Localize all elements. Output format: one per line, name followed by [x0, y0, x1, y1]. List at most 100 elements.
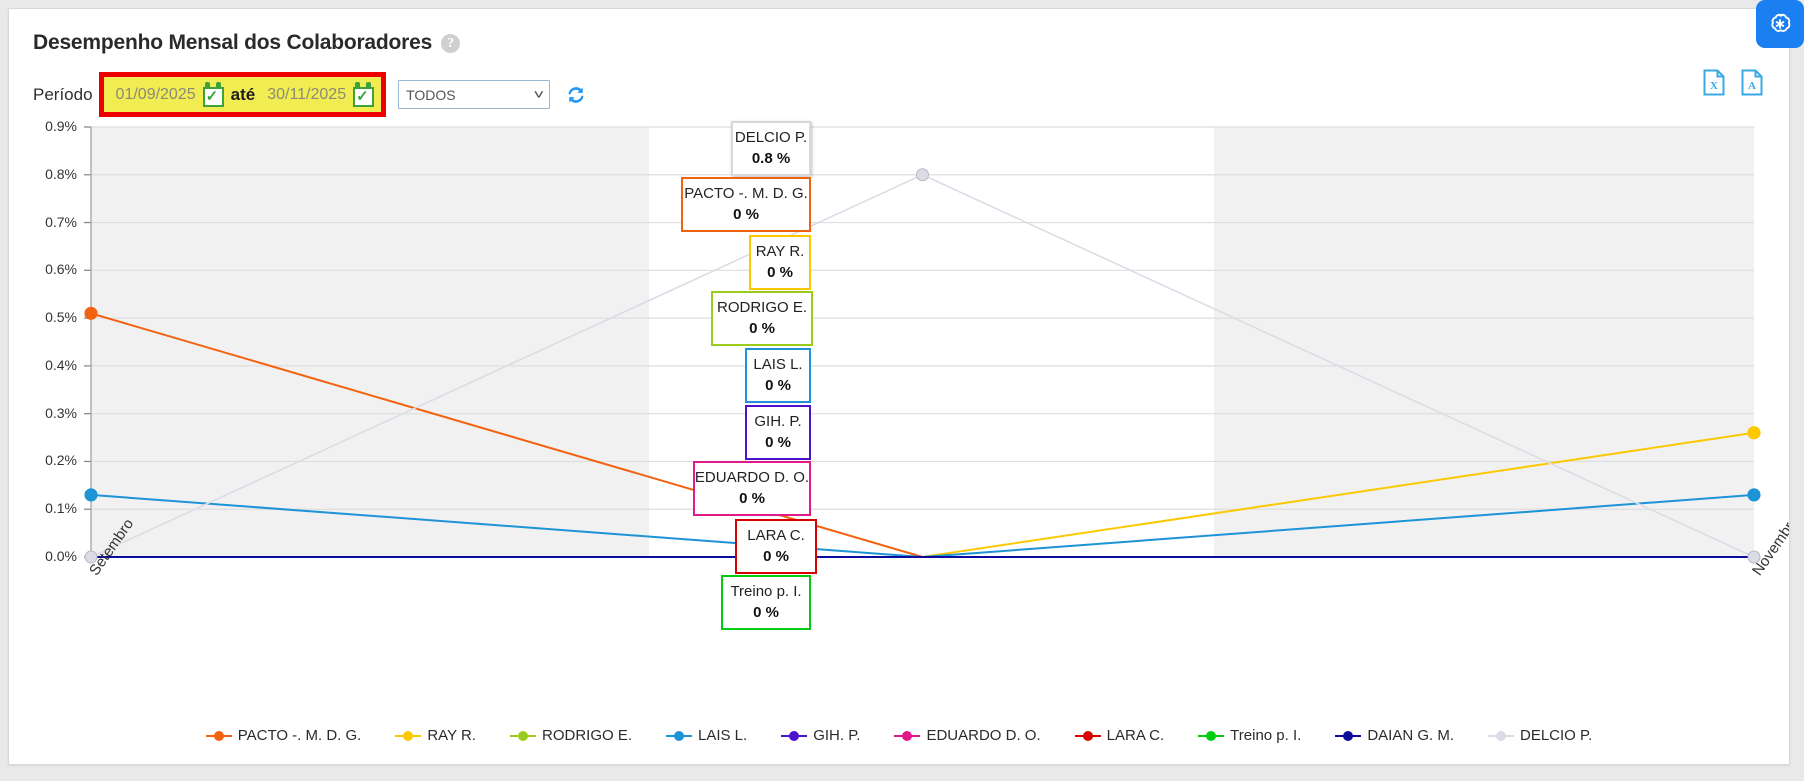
legend-label: RAY R. [427, 727, 476, 744]
legend-marker-icon [894, 730, 921, 742]
legend-label: Treino p. I. [1230, 727, 1302, 744]
legend-item[interactable]: EDUARDO D. O. [894, 727, 1041, 744]
legend-label: LARA C. [1106, 727, 1165, 744]
legend-label: DAIAN G. M. [1367, 727, 1454, 744]
legend-item[interactable]: RAY R. [395, 727, 476, 744]
collaborator-select[interactable]: TODOS ˅ [398, 80, 551, 109]
data-callout[interactable]: DELCIO P. 0.8 % [731, 121, 811, 176]
page-title: Desempenho Mensal dos Colaboradores [33, 31, 433, 54]
legend-label: LAIS L. [698, 727, 748, 744]
data-point[interactable] [1747, 550, 1761, 564]
legend-marker-icon [1074, 730, 1101, 742]
data-point[interactable] [916, 168, 929, 182]
callout-name: LAIS L. [753, 355, 803, 373]
legend-label: PACTO -. M. D. G. [237, 727, 362, 744]
y-axis-label: 0.0% [45, 548, 77, 564]
data-callout[interactable]: LARA C. 0 % [735, 519, 817, 574]
callout-name: LARA C. [747, 526, 805, 544]
y-axis-label: 0.8% [45, 165, 77, 182]
legend-marker-icon [1198, 730, 1225, 742]
legend-marker-icon [205, 730, 232, 742]
callout-value: 0 % [765, 433, 791, 451]
chart-band [1214, 127, 1754, 557]
data-point[interactable] [84, 488, 98, 502]
collaborator-select-value: TODOS [406, 86, 456, 103]
calendar-icon-to[interactable]: ✓ [352, 82, 375, 107]
filter-row: Período 01/09/2025 ✓ até 30/11/2025 ✓ TO… [33, 72, 588, 117]
y-axis-label: 0.3% [45, 404, 77, 421]
callout-value: 0 % [767, 263, 793, 281]
chart-card: Desempenho Mensal dos Colaboradores ? Pe… [8, 8, 1790, 765]
callout-value: 0 % [765, 376, 791, 394]
svg-text:X: X [1710, 80, 1718, 92]
y-axis-label: 0.9% [45, 118, 77, 134]
legend-label: GIH. P. [813, 727, 861, 744]
legend-marker-icon [1488, 730, 1514, 742]
legend-item[interactable]: PACTO -. M. D. G. [205, 727, 362, 744]
chart-canvas [84, 126, 1761, 564]
legend-item[interactable]: RODRIGO E. [509, 727, 632, 744]
legend-item[interactable]: GIH. P. [781, 727, 860, 744]
chart-legend: PACTO -. M. D. G. RAY R. RODRIGO E. LAIS L.… [9, 727, 1789, 744]
legend-label: RODRIGO E. [541, 727, 632, 744]
y-axis-label: 0.4% [45, 356, 77, 373]
date-from-input[interactable]: 01/09/2025 [115, 85, 196, 103]
excel-file-icon[interactable]: X [1703, 69, 1725, 96]
line-chart: 0.0% 0.1% 0.2% 0.3% 0.4% 0.5% 0.6% 0.7% 0.8% 0.9%… [9, 109, 1789, 669]
date-to-input[interactable]: 30/11/2025 [267, 85, 347, 103]
data-callout[interactable]: RODRIGO E. 0 % [711, 291, 813, 346]
data-point[interactable] [84, 550, 98, 564]
legend-item[interactable]: DAIAN G. M. [1335, 727, 1454, 744]
callout-value: 0 % [749, 319, 775, 337]
help-icon[interactable]: ? [441, 33, 461, 53]
periodo-label: Período [33, 84, 93, 104]
callout-value: 0 % [753, 603, 779, 621]
calendar-icon-from[interactable]: ✓ [202, 82, 225, 107]
legend-item[interactable]: DELCIO P. [1488, 727, 1592, 744]
openai-logo-icon[interactable] [1756, 0, 1804, 48]
pdf-file-icon[interactable]: A [1741, 69, 1763, 96]
data-callout[interactable]: PACTO -. M. D. G. 0 % [681, 177, 811, 232]
callout-name: RODRIGO E. [717, 298, 808, 316]
legend-marker-icon [666, 730, 692, 742]
callout-value: 0.8 % [751, 149, 791, 167]
legend-item[interactable]: LAIS L. [666, 727, 747, 744]
data-callout[interactable]: EDUARDO D. O. 0 % [693, 461, 811, 516]
callout-name: DELCIO P. [734, 128, 808, 146]
refresh-icon[interactable] [564, 83, 588, 107]
data-point[interactable] [1747, 488, 1761, 502]
data-callout[interactable]: RAY R. 0 % [749, 235, 811, 290]
callout-name: GIH. P. [754, 412, 802, 430]
callout-value: 0 % [733, 205, 759, 223]
legend-label: DELCIO P. [1520, 727, 1593, 744]
callout-name: PACTO -. M. D. G. [684, 184, 808, 202]
y-axis-label: 0.1% [45, 500, 77, 517]
data-callout[interactable]: Treino p. I. 0 % [721, 575, 811, 630]
y-axis-label: 0.6% [45, 261, 77, 278]
y-axis-label: 0.2% [45, 452, 77, 469]
legend-marker-icon [509, 730, 536, 742]
callout-name: EDUARDO D. O. [694, 468, 810, 486]
legend-marker-icon [781, 730, 808, 742]
data-point[interactable] [84, 306, 98, 320]
callout-value: 0 % [739, 489, 765, 507]
legend-item[interactable]: Treino p. I. [1198, 727, 1301, 744]
data-callout[interactable]: GIH. P. 0 % [745, 405, 811, 460]
legend-marker-icon [395, 730, 422, 742]
legend-marker-icon [1335, 730, 1362, 742]
callout-name: Treino p. I. [730, 582, 802, 600]
data-callout[interactable]: LAIS L. 0 % [745, 348, 811, 403]
chevron-down-icon: ˅ [532, 87, 544, 102]
export-icons: X A [1703, 69, 1763, 96]
data-point[interactable] [1747, 426, 1761, 440]
callout-name: RAY R. [755, 242, 805, 260]
callout-value: 0 % [763, 547, 789, 565]
date-range-separator: até [230, 84, 256, 104]
date-range-highlight: 01/09/2025 ✓ até 30/11/2025 ✓ [98, 72, 387, 117]
chart-band [91, 127, 649, 557]
y-axis-label: 0.7% [45, 213, 77, 230]
svg-text:A: A [1748, 80, 1756, 92]
title-row: Desempenho Mensal dos Colaboradores ? [33, 31, 461, 55]
legend-item[interactable]: LARA C. [1074, 727, 1165, 744]
legend-label: EDUARDO D. O. [926, 727, 1041, 744]
